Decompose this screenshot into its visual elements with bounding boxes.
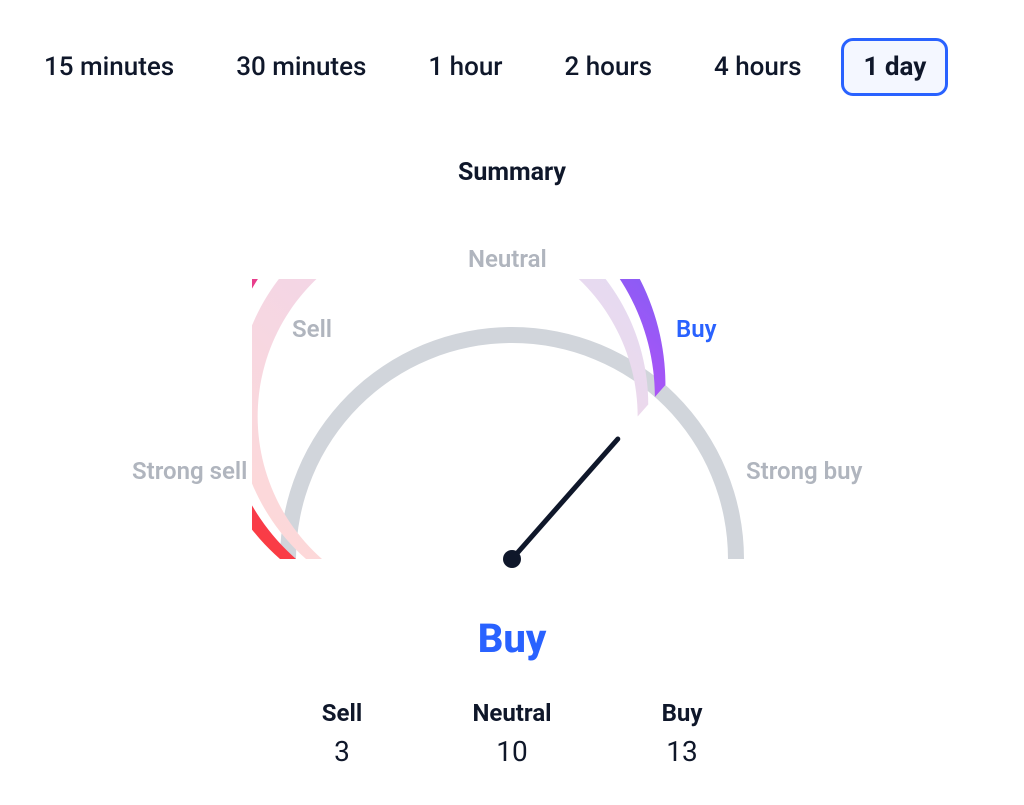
breakdown-value: 3: [287, 735, 397, 768]
breakdown-label: Neutral: [457, 699, 567, 727]
breakdown-sell: Sell 3: [287, 699, 397, 768]
breakdown-neutral: Neutral 10: [457, 699, 567, 768]
gauge-label-neutral: Neutral: [468, 245, 547, 273]
breakdown-buy: Buy 13: [627, 699, 737, 768]
tab-1-hour[interactable]: 1 hour: [406, 38, 524, 96]
tab-1-day[interactable]: 1 day: [841, 38, 948, 96]
summary-title: Summary: [0, 158, 1024, 187]
gauge-label-strong-buy: Strong buy: [746, 457, 862, 485]
gauge-verdict: Buy: [478, 615, 547, 662]
gauge-track: [280, 327, 744, 559]
tab-2-hours[interactable]: 2 hours: [543, 38, 674, 96]
tab-4-hours[interactable]: 4 hours: [692, 38, 823, 96]
gauge-label-sell: Sell: [292, 315, 332, 343]
gauge-label-buy: Buy: [676, 315, 717, 343]
tab-30-minutes[interactable]: 30 minutes: [214, 38, 388, 96]
gauge-label-strong-sell: Strong sell: [132, 457, 247, 485]
gauge: Strong sellSellNeutralBuyStrong buy Buy: [132, 227, 892, 657]
breakdown-label: Sell: [287, 699, 397, 727]
gauge-hub: [503, 550, 521, 568]
gauge-needle: [512, 439, 618, 559]
breakdown-value: 10: [457, 735, 567, 768]
breakdown-value: 13: [627, 735, 737, 768]
tab-15-minutes[interactable]: 15 minutes: [22, 38, 196, 96]
breakdown-label: Buy: [627, 699, 737, 727]
